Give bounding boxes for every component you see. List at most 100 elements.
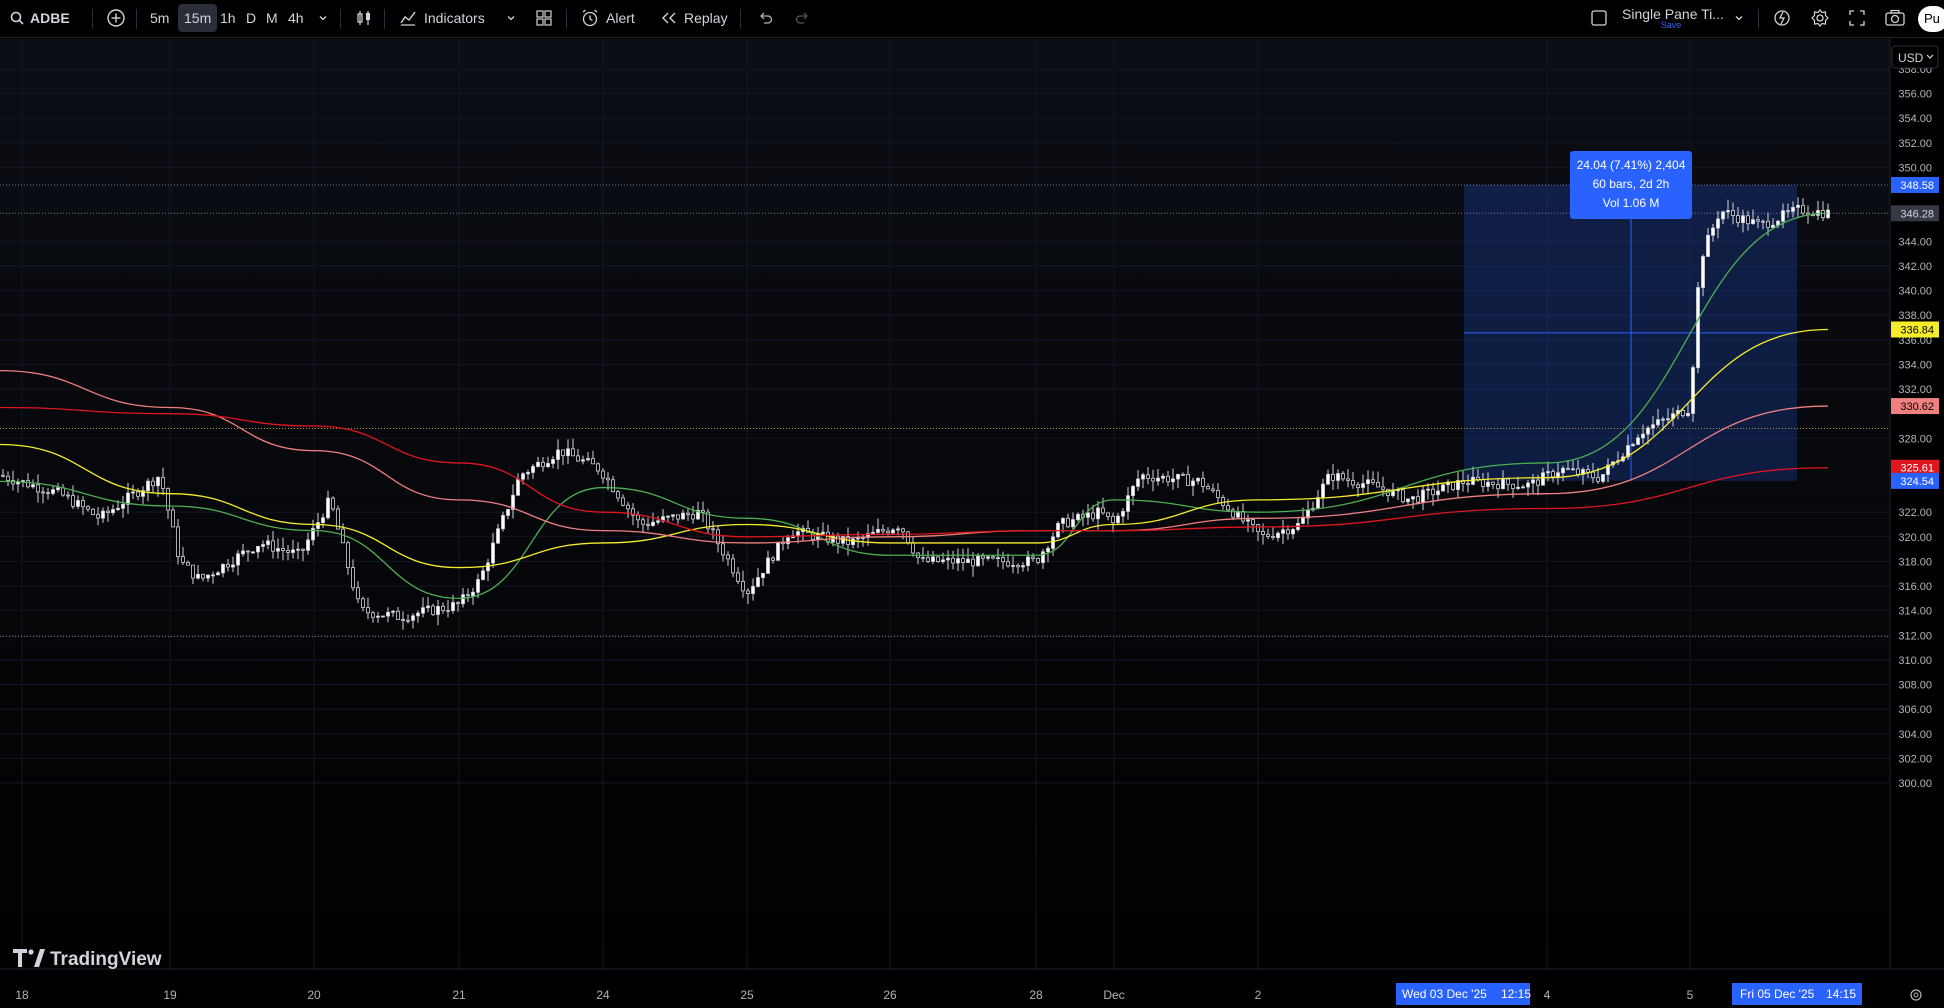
candle-body	[756, 577, 760, 587]
price-tick-label: 306.00	[1898, 704, 1932, 716]
chart-type-button[interactable]	[348, 4, 380, 32]
candle	[611, 475, 615, 493]
candle	[551, 456, 555, 469]
candle-body	[81, 500, 85, 508]
candle-body	[976, 555, 980, 567]
candle	[131, 484, 135, 500]
candle-body	[1701, 256, 1705, 288]
candle-body	[516, 478, 520, 496]
candle	[1466, 474, 1470, 493]
price-badge-label: 324.54	[1900, 476, 1934, 488]
candle-body	[231, 564, 235, 568]
measure-line-3: Vol 1.06 M	[1603, 196, 1660, 210]
interval-15m[interactable]: 15m	[178, 4, 218, 32]
candle-body	[1736, 215, 1740, 223]
candle-body	[1131, 485, 1135, 497]
candle-body	[936, 556, 940, 563]
candle-body	[326, 497, 330, 519]
interval-4h[interactable]: 4h	[282, 4, 310, 32]
redo-button[interactable]	[788, 4, 818, 32]
candle-body	[1016, 565, 1020, 568]
candle	[186, 560, 190, 566]
candle-body	[26, 480, 30, 488]
candle	[1656, 408, 1660, 428]
candle-body	[401, 619, 405, 621]
publish-button[interactable]: Pu	[1918, 6, 1944, 32]
candle-body	[1361, 483, 1365, 488]
candle-body	[1526, 482, 1530, 488]
fullscreen-button[interactable]	[1842, 4, 1872, 32]
candle-body	[1241, 510, 1245, 522]
candle-body	[1651, 424, 1655, 429]
interval-d[interactable]: D	[240, 4, 262, 32]
candle	[411, 613, 415, 629]
candle	[731, 553, 735, 578]
candle-body	[471, 591, 475, 597]
candle	[541, 456, 545, 472]
measure-tool[interactable]	[1464, 184, 1797, 481]
candle-body	[1136, 478, 1140, 487]
interval-dropdown[interactable]	[312, 4, 334, 32]
candle	[431, 603, 435, 616]
indicators-button[interactable]: Indicators	[392, 4, 491, 32]
candle-body	[76, 500, 80, 507]
price-tick-label: 300.00	[1898, 778, 1932, 790]
candle	[31, 479, 35, 489]
candle-body	[1511, 483, 1515, 489]
range-start-time: 12:15	[1501, 987, 1531, 1001]
candle	[171, 507, 175, 528]
settings-button[interactable]	[1804, 4, 1836, 32]
candle-body	[586, 458, 590, 461]
interval-5m[interactable]: 5m	[144, 4, 175, 32]
candle	[1041, 548, 1045, 570]
alert-button[interactable]: Alert	[574, 4, 641, 32]
candle	[1681, 409, 1685, 418]
candle-body	[1516, 486, 1520, 489]
indicators-dropdown[interactable]	[500, 4, 522, 32]
candle	[101, 507, 105, 523]
candle	[306, 532, 310, 555]
candle-body	[721, 543, 725, 556]
price-tick-label: 338.00	[1898, 310, 1932, 322]
candle	[1691, 365, 1695, 422]
undo-button[interactable]	[750, 4, 780, 32]
chart-canvas[interactable]: 358.00356.00354.00352.00350.00344.00342.…	[0, 39, 1944, 1008]
candle	[496, 523, 500, 545]
candle-body	[981, 555, 985, 559]
candle	[1456, 472, 1460, 498]
candle-body	[991, 556, 995, 559]
candle	[1401, 487, 1405, 504]
compare-symbol-button[interactable]	[100, 4, 132, 32]
candle-body	[271, 540, 275, 552]
replay-button[interactable]: Replay	[654, 4, 734, 32]
candle-body	[1726, 210, 1730, 213]
candle-body	[1251, 519, 1255, 526]
snapshot-button[interactable]	[1878, 4, 1912, 32]
axis-settings-button[interactable]	[1910, 989, 1922, 1001]
candle-body	[921, 557, 925, 560]
templates-button[interactable]	[528, 4, 560, 32]
candle-body	[1166, 475, 1170, 483]
layout-name-button[interactable]: Single Pane Ti... Save	[1616, 2, 1726, 32]
price-axis[interactable]: 358.00356.00354.00352.00350.00344.00342.…	[1898, 64, 1932, 790]
layout-checkbox[interactable]	[1584, 4, 1614, 32]
candle	[991, 555, 995, 560]
symbol-search[interactable]: ADBE	[4, 4, 76, 32]
candle	[1376, 471, 1380, 488]
candle	[1246, 514, 1250, 532]
candle	[706, 508, 710, 534]
interval-m[interactable]: M	[260, 4, 284, 32]
candle	[1601, 474, 1605, 484]
candle	[761, 572, 765, 586]
candle-body	[1071, 519, 1075, 528]
layout-dropdown[interactable]	[1728, 4, 1750, 32]
candle	[1146, 467, 1150, 485]
time-axis[interactable]: 18 19 20 21 24 25 26 28 Dec 2 4 5	[15, 988, 1693, 1002]
candle	[951, 550, 955, 570]
currency-selector[interactable]: USD	[1891, 45, 1939, 69]
quick-search-button[interactable]	[1766, 4, 1798, 32]
candle-body	[726, 554, 730, 560]
candle	[366, 597, 370, 620]
interval-1h[interactable]: 1h	[214, 4, 242, 32]
candle-body	[1656, 419, 1660, 426]
